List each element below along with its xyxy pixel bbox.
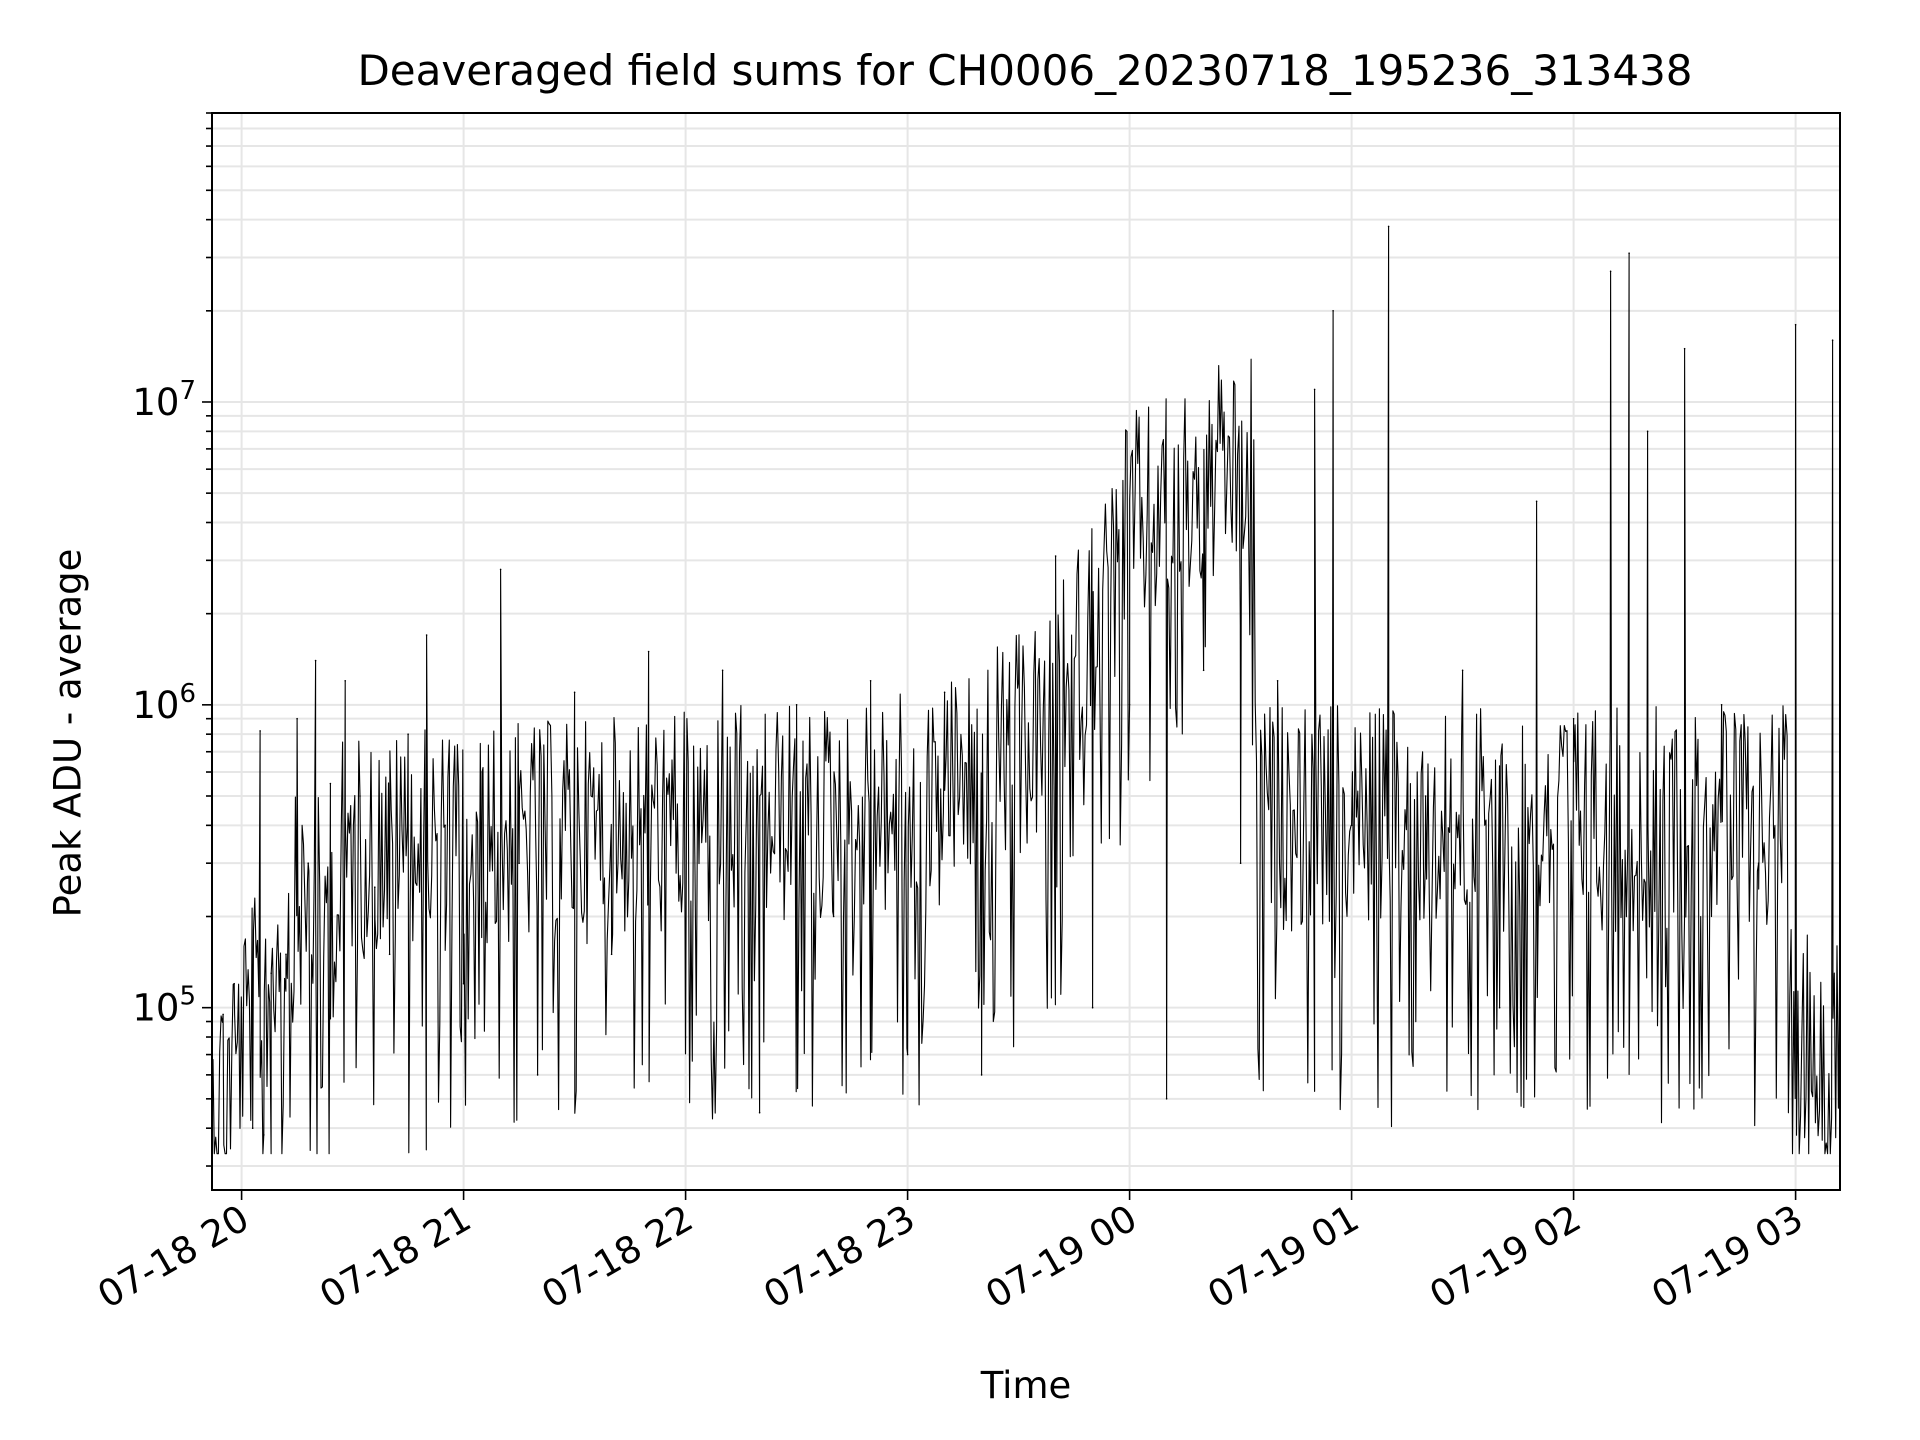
x-axis-label: Time xyxy=(980,1364,1072,1407)
data-point xyxy=(314,659,317,662)
data-point xyxy=(943,691,946,694)
data-point xyxy=(758,1111,761,1114)
x-tick-label: 07-19 01 xyxy=(1201,1197,1367,1317)
data-point xyxy=(1054,555,1057,557)
data-point xyxy=(222,1013,224,1016)
data-point xyxy=(1091,1006,1094,1009)
axes-ticks: 105 106 107 07-18 20 07-18 21 07-18 22 07-18 2… xyxy=(91,112,1811,1317)
x-tick-label: 07-19 00 xyxy=(979,1197,1145,1317)
data-point xyxy=(1387,225,1390,228)
y-tick-label: 107 xyxy=(132,376,196,424)
x-tick-label: 07-18 21 xyxy=(313,1197,479,1317)
data-point xyxy=(869,680,872,682)
x-tick-label: 07-18 22 xyxy=(535,1197,701,1317)
x-tick-label: 07-18 23 xyxy=(757,1197,923,1317)
data-point xyxy=(251,1127,254,1129)
y-tick-label: 105 xyxy=(132,982,196,1030)
data-point xyxy=(906,1053,909,1056)
y-tick-label: 106 xyxy=(132,679,196,727)
data-point xyxy=(462,982,465,985)
chart-title: Deaveraged field sums for CH0006_2023071… xyxy=(357,46,1693,95)
data-point xyxy=(481,771,483,773)
data-point xyxy=(285,953,287,956)
data-point xyxy=(980,1074,983,1076)
data-point xyxy=(1831,339,1834,342)
data-point xyxy=(1165,1098,1168,1100)
data-point xyxy=(1313,388,1316,391)
data-point xyxy=(1276,680,1279,682)
data-point xyxy=(1609,270,1612,273)
data-point xyxy=(536,1074,539,1076)
data-point xyxy=(1720,704,1723,706)
data-point xyxy=(359,795,361,797)
data-point xyxy=(1202,669,1205,672)
data-point xyxy=(1683,347,1686,350)
plot-frame xyxy=(211,112,1841,1191)
data-point xyxy=(1628,252,1630,254)
data-point xyxy=(1757,862,1760,864)
data-point xyxy=(263,1134,265,1136)
data-point xyxy=(1794,323,1797,326)
data-point xyxy=(270,972,273,974)
data-point xyxy=(1017,680,1020,682)
data-point xyxy=(444,824,446,827)
data-point xyxy=(684,1036,687,1038)
data-point xyxy=(832,915,835,918)
x-tick-label: 07-19 03 xyxy=(1645,1197,1811,1317)
data-point xyxy=(233,982,235,985)
data-point xyxy=(425,634,428,636)
x-tick-label: 07-18 20 xyxy=(91,1197,257,1317)
data-point xyxy=(259,730,261,732)
data-point xyxy=(1646,430,1649,433)
data-point xyxy=(307,862,310,864)
x-tick-label: 07-19 02 xyxy=(1423,1197,1589,1317)
data-point xyxy=(518,862,520,864)
data-point xyxy=(1535,500,1538,503)
data-point xyxy=(1498,1006,1501,1009)
data-point xyxy=(573,691,576,694)
data-point xyxy=(1128,704,1131,706)
data-point xyxy=(721,669,724,672)
data-point xyxy=(1350,824,1353,827)
grid xyxy=(212,112,1840,1190)
data-point xyxy=(1239,862,1242,864)
data-point xyxy=(329,782,332,785)
data-point xyxy=(795,704,798,706)
series-line xyxy=(211,225,1841,1155)
data-point xyxy=(1572,717,1575,720)
data-point xyxy=(344,680,347,682)
data-point xyxy=(499,568,502,571)
series-layer xyxy=(211,225,1841,1155)
data-point xyxy=(1332,310,1334,312)
data-point xyxy=(407,733,409,735)
data-point xyxy=(1461,669,1464,672)
data-point xyxy=(374,886,376,888)
data-point xyxy=(296,717,298,720)
data-point xyxy=(388,953,391,956)
data-point xyxy=(610,953,613,956)
data-point xyxy=(240,1006,243,1009)
data-point xyxy=(1424,795,1427,797)
data-point xyxy=(647,650,650,653)
